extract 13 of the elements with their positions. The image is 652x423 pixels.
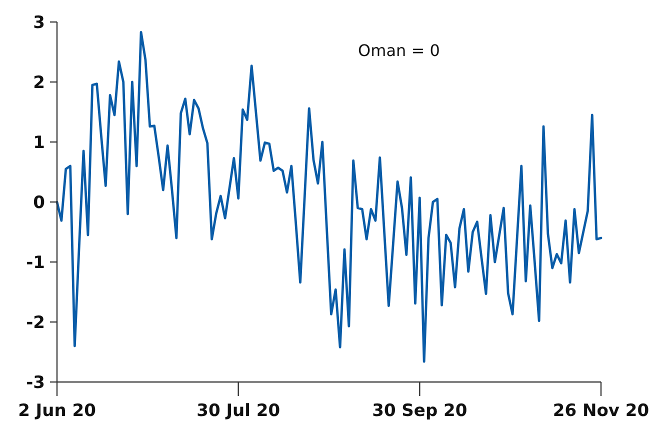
x-tick-label: 2 Jun 20 [18, 401, 96, 421]
line-series [56, 31, 602, 363]
annotation: Oman = 0 [358, 41, 440, 60]
x-tick-label: 30 Jul 20 [196, 401, 280, 421]
x-tick-label: 26 Nov 20 [552, 401, 650, 421]
y-tick-label: 0 [33, 192, 46, 213]
y-tick-label: -3 [26, 372, 45, 393]
y-tick-label: 1 [33, 132, 45, 153]
y-tick-label: 3 [33, 12, 45, 33]
y-tick-label: -1 [26, 252, 45, 273]
y-tick-label: -2 [26, 312, 45, 333]
x-tick-label: 30 Sep 20 [372, 401, 468, 421]
y-tick-label: 2 [33, 72, 45, 93]
